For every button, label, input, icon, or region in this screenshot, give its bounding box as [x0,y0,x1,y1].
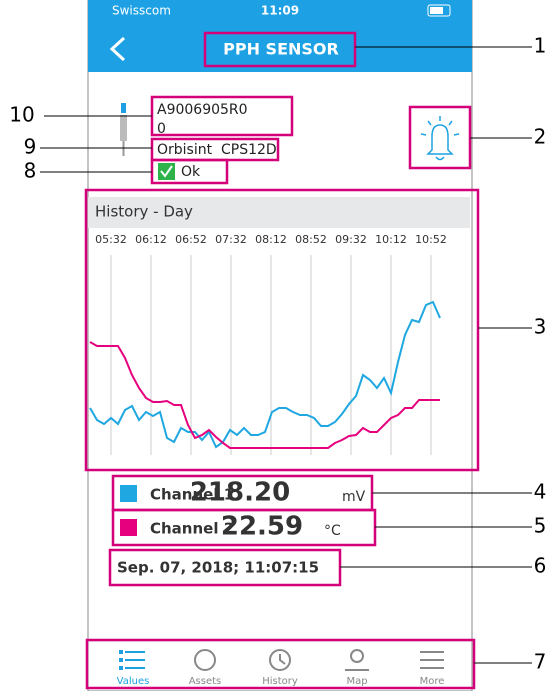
channel-value: 22.59 [221,512,303,542]
app-header [88,0,472,72]
alarm-bell[interactable] [420,116,460,161]
series-line [89,341,440,449]
device-model: Orbisint CPS12D [157,142,277,158]
callout-number: 8 [24,159,37,183]
x-tick-label: 08:52 [295,233,327,246]
channel-name: Channel 1 [150,486,234,504]
tab-icon[interactable] [194,649,216,671]
tab-label[interactable]: Assets [189,676,222,687]
carrier: Swisscom [112,4,171,18]
icon-stroke [269,649,291,671]
battery-level [430,7,443,14]
history-chart: 05:32 06:12 06:52 07:32 08:12 08:52 09:32 10:12… [89,233,447,455]
tab-icon[interactable] [269,649,291,671]
x-tick-label: 06:12 [135,233,167,246]
x-tick-label: 09:32 [335,233,367,246]
callout-number: 1 [534,34,547,58]
icon-stroke [350,649,364,663]
channel-unit: °C [324,523,341,539]
x-tick-label: 07:32 [215,233,247,246]
x-tick-label: 08:12 [255,233,287,246]
tab-label[interactable]: History [262,676,298,687]
device-status: Ok [181,164,201,180]
tab-label[interactable]: More [420,676,445,687]
icon-stroke [194,649,216,671]
callout-number: 3 [534,315,547,339]
callout-number: 7 [534,650,547,674]
x-tick-label: 06:52 [175,233,207,246]
highlight-box [84,188,480,472]
x-tick-label: 10:12 [375,233,407,246]
battery [427,4,451,17]
series-line [89,300,441,449]
icon-dot [119,666,123,670]
check-mark [160,165,173,178]
callout-number: 6 [534,554,547,578]
timestamp: Sep. 07, 2018; 11:07:15 [117,559,319,577]
callout-number: 4 [534,480,547,504]
x-tick-label: 05:32 [95,233,127,246]
legend-swatch [120,519,137,536]
callout-number: 2 [534,125,547,149]
header-title: PPH SENSOR [223,40,339,59]
callout-number: 5 [534,514,547,538]
tab-label[interactable]: Map [346,676,367,687]
clock: 11:09 [261,4,299,18]
back-button[interactable] [109,36,126,62]
phone-screen [87,0,473,692]
icon-dot [119,650,123,654]
device-line: 0 [157,121,166,137]
tab-icon[interactable] [420,651,444,669]
highlight-box [203,31,357,68]
channel-unit: mV [342,489,366,505]
icon-stroke [279,654,286,665]
tab-bar: Values Assets History Map More [117,649,445,687]
icon-dot [119,658,123,662]
highlight-box [85,638,476,690]
history-title: History - Day [95,203,193,221]
tab-icon[interactable] [119,650,145,670]
history-header [88,197,470,228]
channel-name: Channel 2 [150,520,234,538]
serial-number: A9006905R0 [157,102,248,118]
callouts: 1 2 3 4 5 6 7 89 10 [9,34,546,674]
tab-label[interactable]: Values [117,676,150,687]
callout-number: 9 [24,135,37,159]
tab-icon[interactable] [345,649,369,671]
callout-number: 10 [9,103,34,127]
channel-value: 218.20 [190,478,290,508]
legend-swatch [120,485,137,502]
x-tick-label: 10:52 [415,233,447,246]
